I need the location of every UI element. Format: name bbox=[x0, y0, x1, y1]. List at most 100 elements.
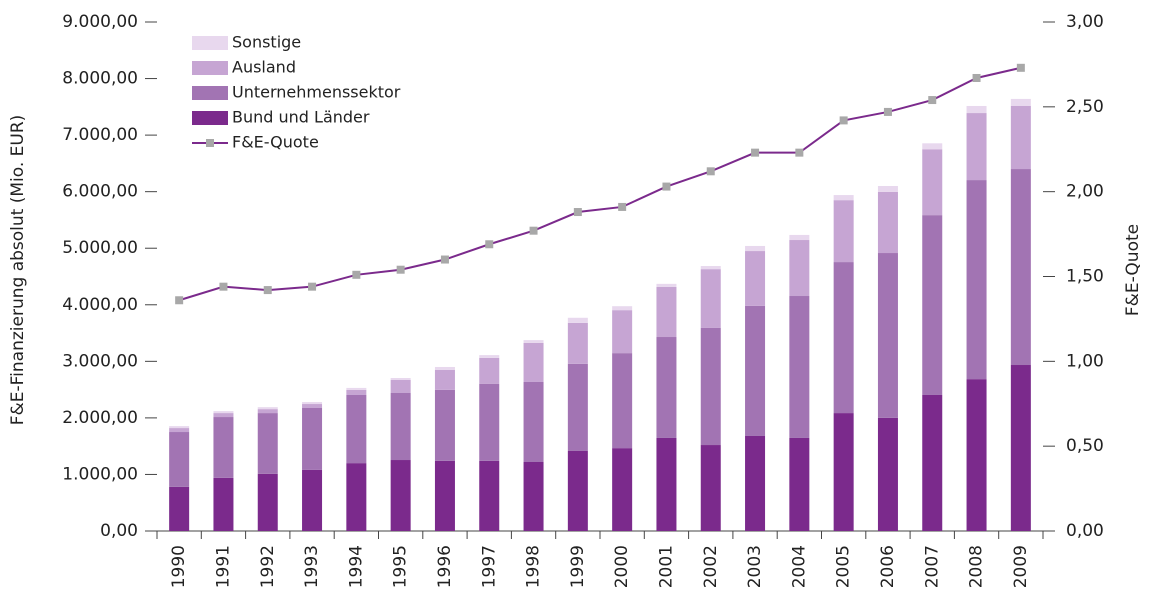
y2-tick-label: 2,50 bbox=[1066, 97, 1104, 117]
bar-segment bbox=[434, 366, 455, 370]
bar-segment bbox=[612, 353, 633, 449]
x-tick-label: 2008 bbox=[967, 545, 987, 588]
line-marker bbox=[352, 270, 361, 279]
y-tick-label: 2.000,00 bbox=[62, 408, 138, 428]
x-tick-label: 2003 bbox=[745, 545, 765, 588]
bar-segment bbox=[789, 234, 810, 241]
line-marker bbox=[573, 208, 582, 217]
bar-segment bbox=[745, 245, 766, 252]
bar-segment bbox=[169, 428, 190, 433]
line-marker bbox=[972, 73, 981, 82]
y-tick-label: 8.000,00 bbox=[62, 69, 138, 89]
legend-label: Unternehmenssektor bbox=[232, 83, 401, 102]
bar-segment bbox=[877, 186, 898, 192]
bar-segment bbox=[833, 413, 854, 531]
bar-segment bbox=[745, 435, 766, 531]
x-tick-label: 1999 bbox=[568, 545, 588, 588]
bar-segment bbox=[745, 305, 766, 436]
bar-segment bbox=[302, 469, 323, 531]
bar-segment bbox=[169, 426, 190, 429]
bar-segment bbox=[257, 413, 278, 474]
bar-segment bbox=[479, 357, 500, 384]
y2-tick-label: 1,00 bbox=[1066, 351, 1104, 371]
bar-segment bbox=[1010, 98, 1031, 106]
bar-segment bbox=[346, 387, 367, 390]
bar-segment bbox=[213, 477, 234, 531]
bar-segment bbox=[656, 437, 677, 531]
bar-segment bbox=[479, 355, 500, 358]
bar-segment bbox=[302, 402, 323, 405]
bar-segment bbox=[257, 473, 278, 531]
line-marker bbox=[1016, 63, 1025, 72]
line-marker bbox=[883, 107, 892, 116]
bar-segment bbox=[523, 462, 544, 531]
x-tick-label: 1991 bbox=[213, 545, 233, 588]
y2-tick-label: 3,00 bbox=[1066, 12, 1104, 32]
y-tick-label: 3.000,00 bbox=[62, 351, 138, 371]
y-tick-label: 6.000,00 bbox=[62, 182, 138, 202]
x-tick-label: 1998 bbox=[524, 545, 544, 588]
x-tick-label: 2001 bbox=[656, 545, 676, 588]
bar-segment bbox=[1010, 365, 1031, 531]
bar-segment bbox=[302, 407, 323, 470]
x-tick-label: 2005 bbox=[834, 545, 854, 588]
bar-segment bbox=[302, 404, 323, 408]
x-tick-label: 1993 bbox=[302, 545, 322, 588]
bar-segment bbox=[523, 340, 544, 343]
legend-label: Bund und Länder bbox=[232, 108, 370, 127]
bar-segment bbox=[612, 306, 633, 311]
bar-segment bbox=[833, 262, 854, 414]
line-marker bbox=[529, 226, 538, 235]
bar-segment bbox=[213, 411, 234, 414]
x-tick-label: 1995 bbox=[391, 545, 411, 588]
x-tick-label: 1990 bbox=[169, 545, 189, 588]
x-tick-label: 1992 bbox=[258, 545, 278, 588]
y2-tick-label: 0,00 bbox=[1066, 521, 1104, 541]
bar-segment bbox=[656, 286, 677, 338]
bar-segment bbox=[745, 251, 766, 306]
bar-segment bbox=[213, 417, 234, 478]
legend-swatch bbox=[192, 36, 228, 50]
bar-segment bbox=[922, 215, 943, 395]
bar-segment bbox=[390, 378, 411, 380]
bar-segment bbox=[479, 460, 500, 531]
line-marker bbox=[308, 282, 317, 291]
line-marker bbox=[175, 296, 184, 305]
y-tick-label: 5.000,00 bbox=[62, 238, 138, 258]
bar-segment bbox=[700, 327, 721, 446]
y-tick-label: 7.000,00 bbox=[62, 125, 138, 145]
line-marker bbox=[219, 282, 228, 291]
bar-segment bbox=[656, 337, 677, 438]
bar-segment bbox=[700, 445, 721, 531]
bar-segment bbox=[966, 113, 987, 181]
line-marker bbox=[706, 167, 715, 176]
legend-box bbox=[187, 30, 445, 158]
bar-segment bbox=[346, 463, 367, 531]
line-marker bbox=[795, 148, 804, 157]
bar-segment bbox=[656, 283, 677, 287]
y2-tick-label: 0,50 bbox=[1066, 436, 1104, 456]
bar-segment bbox=[169, 486, 190, 531]
bar-segment bbox=[700, 266, 721, 270]
bar-segment bbox=[390, 393, 411, 461]
line-marker bbox=[440, 255, 449, 264]
y-tick-label: 1.000,00 bbox=[62, 464, 138, 484]
bar-segment bbox=[966, 180, 987, 380]
bar-segment bbox=[877, 253, 898, 418]
bar-segment bbox=[434, 369, 455, 390]
y2-axis-label: F&E-Quote bbox=[1123, 224, 1143, 316]
x-tick-label: 2009 bbox=[1011, 545, 1031, 588]
y-axis-label: F&E-Finanzierung absolut (Mio. EUR) bbox=[8, 115, 28, 426]
bar-segment bbox=[1010, 169, 1031, 366]
bar-segment bbox=[922, 149, 943, 216]
x-tick-label: 2002 bbox=[701, 545, 721, 588]
bar-segment bbox=[169, 432, 190, 487]
line-marker bbox=[618, 202, 627, 211]
line-marker bbox=[662, 182, 671, 191]
bar-segment bbox=[346, 389, 367, 395]
bar-segment bbox=[390, 379, 411, 394]
line-marker bbox=[928, 96, 937, 105]
legend-marker bbox=[206, 139, 214, 147]
bar-segment bbox=[833, 195, 854, 201]
y-tick-label: 0,00 bbox=[100, 521, 138, 541]
